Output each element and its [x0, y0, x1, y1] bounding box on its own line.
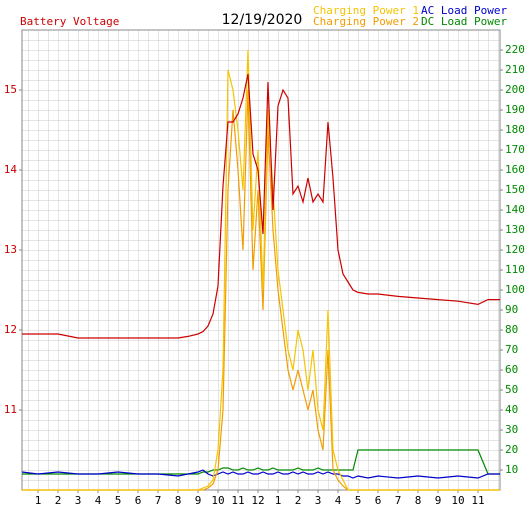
y-tick-label: 11 — [4, 403, 17, 416]
plot-frame — [21, 29, 501, 491]
x-tick-label: 3 — [315, 494, 322, 507]
x-tick-label: 7 — [395, 494, 402, 507]
x-tick-label: 7 — [155, 494, 162, 507]
y2-tick-label: 30 — [505, 423, 518, 436]
y2-tick-label: 40 — [505, 403, 518, 416]
legend-entry: DC Load Power — [421, 15, 507, 28]
x-tick-label: 6 — [375, 494, 382, 507]
x-tick-label: 6 — [135, 494, 142, 507]
x-tick-label: 8 — [175, 494, 182, 507]
x-tick-label: 12 — [251, 494, 264, 507]
y2-tick-label: 220 — [505, 43, 525, 56]
y2-tick-label: 110 — [505, 263, 525, 276]
y2-tick-label: 180 — [505, 123, 525, 136]
y2-tick-label: 130 — [505, 223, 525, 236]
y2-tick-label: 20 — [505, 443, 518, 456]
legend-entry: AC Load Power — [421, 4, 507, 17]
y2-tick-label: 50 — [505, 383, 518, 396]
x-tick-label: 1 — [275, 494, 282, 507]
x-tick-label: 10 — [211, 494, 224, 507]
legend-entry: Charging Power 1 — [313, 4, 419, 17]
x-tick-label: 4 — [335, 494, 342, 507]
y2-tick-label: 70 — [505, 343, 518, 356]
chart-title: 12/19/2020 — [222, 12, 303, 28]
x-tick-label: 2 — [295, 494, 302, 507]
series-line — [22, 449, 500, 475]
y2-tick-label: 100 — [505, 283, 525, 296]
y2-tick-label: 90 — [505, 303, 518, 316]
y-tick-label: 14 — [4, 163, 18, 176]
y2-tick-label: 60 — [505, 363, 518, 376]
y2-tick-label: 10 — [505, 463, 518, 476]
x-tick-label: 8 — [415, 494, 422, 507]
x-tick-label: 5 — [115, 494, 122, 507]
x-tick-label: 11 — [471, 494, 484, 507]
y2-tick-label: 120 — [505, 243, 525, 256]
series-line — [21, 469, 500, 479]
y2-tick-label: 150 — [505, 183, 525, 196]
x-tick-label: 3 — [75, 494, 82, 507]
y-tick-label: 12 — [4, 323, 17, 336]
x-tick-label: 9 — [195, 494, 202, 507]
y2-tick-label: 80 — [505, 323, 518, 336]
legend-entry: Charging Power 2 — [313, 15, 419, 28]
y2-tick-label: 190 — [505, 103, 525, 116]
x-tick-label: 5 — [355, 494, 362, 507]
legend-entry: Battery Voltage — [20, 15, 119, 28]
y2-tick-label: 140 — [505, 203, 525, 216]
y-tick-label: 15 — [4, 83, 17, 96]
y2-tick-label: 210 — [505, 63, 525, 76]
y2-tick-label: 160 — [505, 163, 525, 176]
y2-tick-label: 170 — [505, 143, 525, 156]
x-tick-label: 1 — [35, 494, 42, 507]
y-tick-label: 13 — [4, 243, 17, 256]
y2-tick-label: 200 — [505, 83, 525, 96]
x-tick-label: 2 — [55, 494, 62, 507]
x-tick-label: 4 — [95, 494, 102, 507]
x-tick-label: 9 — [435, 494, 442, 507]
series-line — [22, 49, 500, 491]
x-tick-label: 11 — [231, 494, 244, 507]
x-tick-label: 10 — [451, 494, 464, 507]
series-line — [22, 73, 500, 339]
